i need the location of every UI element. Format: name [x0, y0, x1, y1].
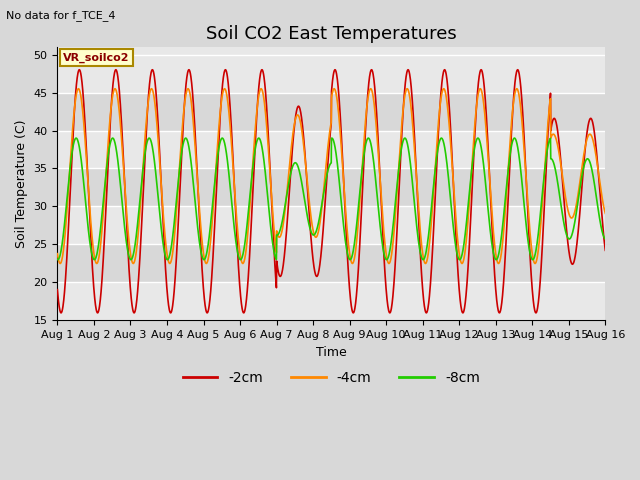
-8cm	[554, 178, 561, 183]
-2cm	[602, 247, 609, 253]
Bar	[58, 131, 605, 168]
Text: No data for f_TCE_4: No data for f_TCE_4	[6, 10, 116, 21]
-4cm	[360, 145, 367, 151]
Line: -2cm: -2cm	[58, 70, 605, 313]
-4cm	[491, 244, 499, 250]
-2cm	[54, 287, 61, 292]
-4cm	[348, 260, 355, 265]
Bar	[58, 93, 605, 131]
-2cm	[569, 261, 577, 267]
X-axis label: Time: Time	[316, 346, 347, 359]
-8cm	[206, 225, 214, 231]
-8cm	[474, 135, 482, 141]
Y-axis label: Soil Temperature (C): Soil Temperature (C)	[15, 120, 28, 248]
-4cm	[207, 237, 214, 242]
-2cm	[206, 294, 214, 300]
-4cm	[54, 251, 61, 256]
-2cm	[360, 167, 367, 172]
-4cm	[75, 86, 83, 92]
-2cm	[258, 67, 266, 72]
-2cm	[240, 310, 248, 316]
Title: Soil CO2 East Temperatures: Soil CO2 East Temperatures	[206, 24, 457, 43]
Line: -4cm: -4cm	[58, 89, 605, 264]
-4cm	[569, 215, 577, 220]
Bar	[58, 282, 605, 321]
Bar	[58, 168, 605, 206]
-8cm	[491, 255, 499, 261]
-4cm	[554, 141, 561, 147]
-8cm	[602, 236, 609, 242]
-8cm	[54, 257, 61, 263]
Text: VR_soilco2: VR_soilco2	[63, 53, 129, 63]
-8cm	[569, 230, 577, 236]
Line: -8cm: -8cm	[58, 138, 605, 260]
-4cm	[602, 210, 609, 216]
Legend: -2cm, -4cm, -8cm: -2cm, -4cm, -8cm	[177, 365, 486, 390]
-2cm	[491, 276, 499, 282]
-2cm	[348, 305, 355, 311]
-8cm	[492, 257, 500, 263]
Bar	[58, 206, 605, 244]
-8cm	[359, 159, 367, 165]
-2cm	[554, 126, 561, 132]
Bar	[58, 55, 605, 93]
-8cm	[347, 256, 355, 262]
Bar	[58, 244, 605, 282]
-4cm	[56, 261, 64, 266]
